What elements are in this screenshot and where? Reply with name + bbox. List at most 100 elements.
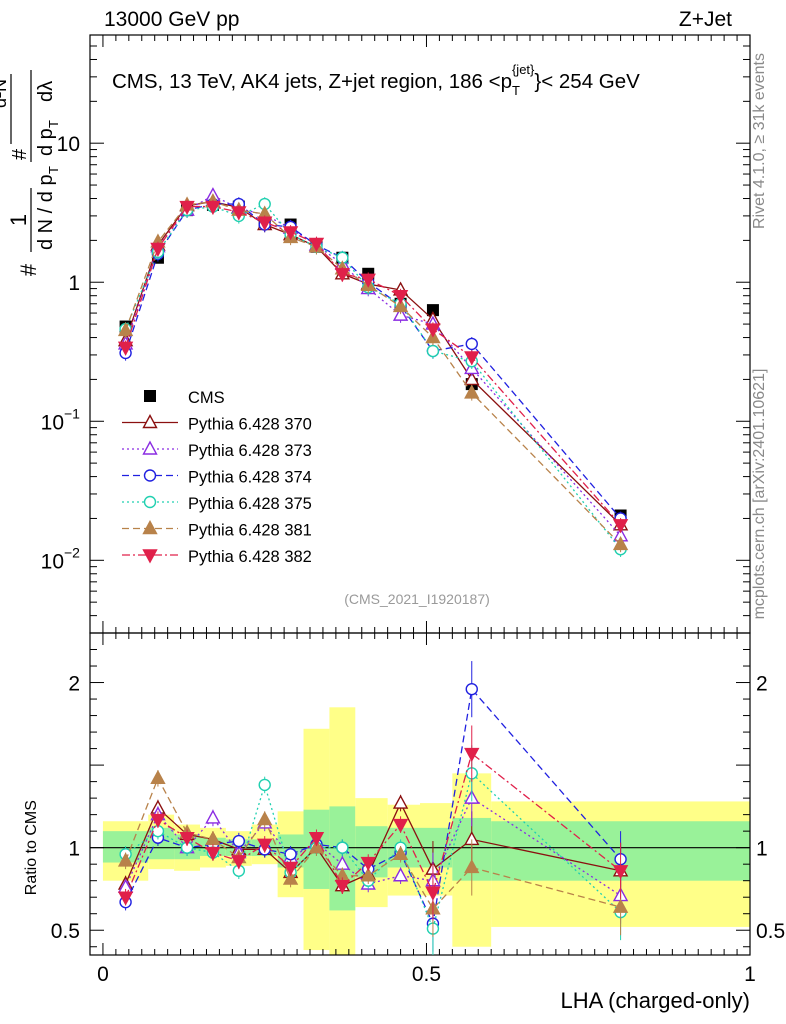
svg-text:10: 10 (57, 133, 80, 156)
point-5-13 (612, 535, 629, 551)
ratio-point-5-0 (117, 891, 134, 906)
point-6-10 (392, 290, 409, 305)
svg-text:d N / d p: d N / d p (35, 174, 57, 250)
main-series (117, 187, 629, 558)
legend-marker-2 (142, 440, 158, 455)
main-y-ticks (90, 34, 750, 634)
point-6-2 (179, 200, 195, 216)
x-tick-label-0: 0 (97, 963, 109, 986)
series-line-5 (124, 200, 622, 545)
main-y-tick-label-1: 10 −1 (41, 405, 81, 434)
legend-entry-2: Pythia 6.428 373 (122, 440, 312, 460)
point-5-10 (392, 297, 409, 313)
legend-label-0: CMS (188, 389, 225, 407)
legend: CMS Pythia 6.428 370 Pythia 6.428 373 Pythi… (122, 389, 312, 566)
point-6-12 (464, 351, 480, 366)
legend-entry-6: Pythia 6.428 382 (122, 548, 312, 566)
point-6-0 (117, 341, 134, 356)
svg-text:T: T (46, 166, 61, 174)
ratio-point-5-6 (282, 861, 299, 876)
x-tick-label-1: 0.5 (412, 963, 441, 986)
ratio-point-5-13 (612, 865, 629, 880)
point-6-13 (612, 519, 629, 534)
point-6-3 (205, 200, 221, 216)
legend-marker-1 (142, 414, 158, 429)
point-5-12 (464, 384, 480, 399)
ratio-point-4-6 (282, 870, 299, 885)
header-left: 13000 GeV pp (104, 8, 240, 31)
ratio-point-4-7 (308, 839, 325, 854)
ratio-point-2-12 (465, 682, 478, 696)
svg-text:d p: d p (35, 128, 57, 156)
legend-label-2: Pythia 6.428 373 (188, 442, 312, 460)
point-6-11 (425, 323, 441, 338)
legend-marker-0 (144, 390, 156, 402)
svg-text:d²N: d²N (0, 79, 10, 108)
ratio-point-4-13 (612, 898, 629, 913)
ratio-y-ticks (90, 649, 750, 948)
analysis-id: (CMS_2021_I1920187) (344, 591, 490, 607)
point-6-5 (257, 216, 273, 231)
point-3-12 (465, 337, 478, 351)
ratio-point-5-11 (425, 886, 441, 901)
x-axis-label: LHA (charged-only) (560, 988, 750, 1013)
ratio-point-5-4 (231, 855, 247, 870)
svg-text:10: 10 (41, 411, 64, 434)
ratio-point-5-9 (360, 856, 376, 871)
legend-label-5: Pythia 6.428 381 (188, 522, 312, 540)
svg-text:−1: −1 (64, 405, 80, 421)
ratio-point-0-10 (392, 794, 409, 809)
main-y-tick-label-3: 10 (57, 133, 80, 156)
ratio-y-tick-label-right-3: 2 (756, 673, 768, 696)
legend-marker-4 (143, 495, 157, 509)
point-4-11 (426, 344, 440, 358)
point-6-7 (308, 237, 325, 252)
ratio-point-4-0 (117, 852, 134, 867)
main-frame (89, 34, 751, 634)
svg-text:#: # (9, 148, 31, 160)
ratio-point-1-3 (205, 809, 221, 824)
ratio-frame (89, 632, 751, 956)
svg-text:#: # (16, 263, 41, 276)
ratio-point-4-1 (150, 769, 166, 785)
point-1-12 (464, 370, 480, 386)
ratio-y-tick-label-0: 0.5 (51, 920, 80, 943)
ratio-point-2-4 (232, 834, 246, 848)
svg-text:T: T (46, 120, 61, 128)
point-6-1 (150, 242, 166, 257)
point-6-8 (334, 268, 351, 283)
series-2 (117, 187, 629, 544)
ratio-point-4-12 (464, 859, 480, 874)
main-y-tick-label-2: 1 (68, 272, 80, 295)
legend-label-6: Pythia 6.428 382 (188, 548, 312, 566)
legend-label-4: Pythia 6.428 375 (188, 495, 312, 513)
ratio-y-axis-label: Ratio to CMS (23, 800, 40, 895)
x-tick-label-2: 1 (744, 963, 756, 986)
point-6-4 (231, 206, 247, 221)
legend-entry-3: Pythia 6.428 374 (122, 469, 312, 487)
point-6-6 (282, 226, 299, 241)
ratio-y-tick-label-right-0: 0.5 (756, 920, 785, 943)
ratio-point-4-5 (257, 811, 273, 826)
header-right: Z+Jet (678, 8, 732, 31)
legend-entry-1: Pythia 6.428 370 (122, 414, 312, 434)
point-5-0 (117, 321, 134, 337)
ratio-point-3-5 (258, 778, 271, 792)
ratio-point-2-6 (284, 848, 297, 861)
point-6-9 (360, 273, 376, 288)
svg-text:10: 10 (41, 550, 64, 573)
legend-marker-5 (142, 520, 158, 535)
legend-entry-5: Pythia 6.428 381 (122, 520, 312, 540)
ratio-y-tick-label-right-1: 1 (756, 838, 768, 861)
ratio-point-5-5 (257, 838, 273, 853)
series-6 (117, 199, 629, 534)
ratio-y-tick-label-1: 1 (68, 838, 80, 861)
ratio-point-5-2 (179, 832, 195, 847)
ratio-series (117, 661, 629, 955)
ratio-point-5-10 (392, 818, 409, 834)
chart-title: CMS, 13 TeV, AK4 jets, Z+jet region, 186… (112, 62, 640, 98)
legend-entry-4: Pythia 6.428 375 (122, 495, 312, 513)
ratio-point-3-8 (336, 841, 349, 854)
